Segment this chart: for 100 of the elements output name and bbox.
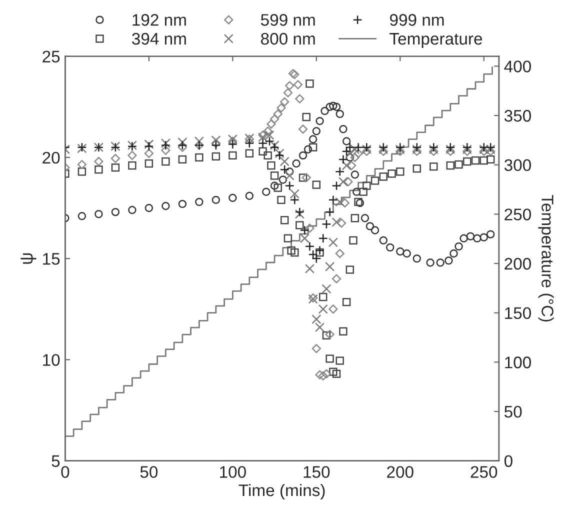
point [322, 284, 332, 294]
point [430, 162, 438, 171]
point [212, 196, 220, 204]
point [284, 180, 294, 191]
point [322, 219, 332, 229]
legend-label: Temperature [390, 33, 482, 48]
point [444, 256, 453, 265]
point [486, 155, 495, 164]
point [370, 176, 380, 185]
point [284, 234, 292, 242]
x-tick-label: 0 [61, 466, 70, 478]
point [276, 103, 286, 112]
point [290, 189, 300, 199]
point [298, 151, 308, 160]
point [300, 225, 310, 236]
point [244, 138, 254, 148]
point [322, 331, 331, 340]
point [94, 165, 103, 174]
point [262, 188, 270, 196]
x-axis-title: Time (mins) [238, 484, 325, 500]
point [111, 163, 120, 172]
point [312, 344, 321, 354]
y2-tick-label: 200 [504, 258, 531, 270]
point [128, 206, 136, 214]
point [466, 232, 475, 240]
point [144, 148, 154, 158]
point [277, 196, 286, 204]
point [318, 371, 328, 380]
point [258, 147, 267, 156]
point [178, 200, 187, 208]
x-tick-label: 250 [470, 466, 498, 478]
point [346, 153, 354, 162]
point [353, 142, 364, 152]
point [161, 146, 170, 155]
point [316, 248, 324, 257]
point [312, 314, 322, 324]
point [305, 224, 314, 233]
point [258, 138, 268, 148]
x-tick-label: 100 [220, 466, 246, 478]
point [312, 127, 321, 136]
y-tick-label: 5 [52, 455, 60, 468]
point [211, 135, 221, 146]
point [128, 150, 137, 160]
point [463, 157, 472, 166]
point [362, 182, 371, 190]
point [454, 160, 463, 169]
legend-label: 800 nm [261, 32, 315, 45]
point [270, 182, 279, 190]
point [266, 120, 276, 129]
point [342, 160, 352, 170]
point [314, 322, 325, 332]
point [178, 155, 187, 164]
point [273, 109, 282, 119]
y-tick-label: 10 [43, 354, 60, 366]
point [412, 164, 421, 173]
point [473, 234, 482, 242]
point [280, 156, 290, 166]
point [326, 354, 334, 363]
point [228, 140, 238, 150]
point [480, 233, 488, 242]
point [162, 202, 170, 210]
point [312, 254, 322, 264]
point [312, 180, 321, 189]
point [338, 154, 348, 164]
point [300, 234, 310, 244]
point [342, 146, 352, 156]
point [195, 153, 204, 162]
point [329, 368, 338, 376]
point [211, 140, 221, 150]
point [212, 152, 220, 161]
point [295, 94, 304, 104]
point [270, 114, 280, 124]
point [304, 242, 315, 252]
point [332, 274, 342, 284]
point [287, 246, 296, 255]
point [450, 249, 458, 258]
point [160, 138, 170, 148]
point [328, 304, 338, 314]
point [298, 174, 308, 182]
point [292, 159, 300, 168]
point [228, 194, 237, 202]
point [245, 192, 254, 200]
point [486, 230, 495, 238]
point [320, 106, 329, 116]
point [264, 136, 274, 146]
point [290, 195, 300, 205]
y-axis-title: ψ [20, 253, 36, 264]
point [379, 236, 388, 244]
point [396, 247, 404, 256]
point [178, 137, 188, 148]
point [325, 330, 334, 339]
legend-label: 599 nm [260, 14, 315, 26]
point [144, 159, 154, 168]
point [339, 327, 348, 336]
point [280, 97, 290, 106]
point [328, 238, 338, 248]
y2-axis-title: Temperature (°C) [538, 194, 554, 322]
point [110, 154, 120, 164]
point [335, 248, 344, 258]
point [349, 236, 358, 244]
